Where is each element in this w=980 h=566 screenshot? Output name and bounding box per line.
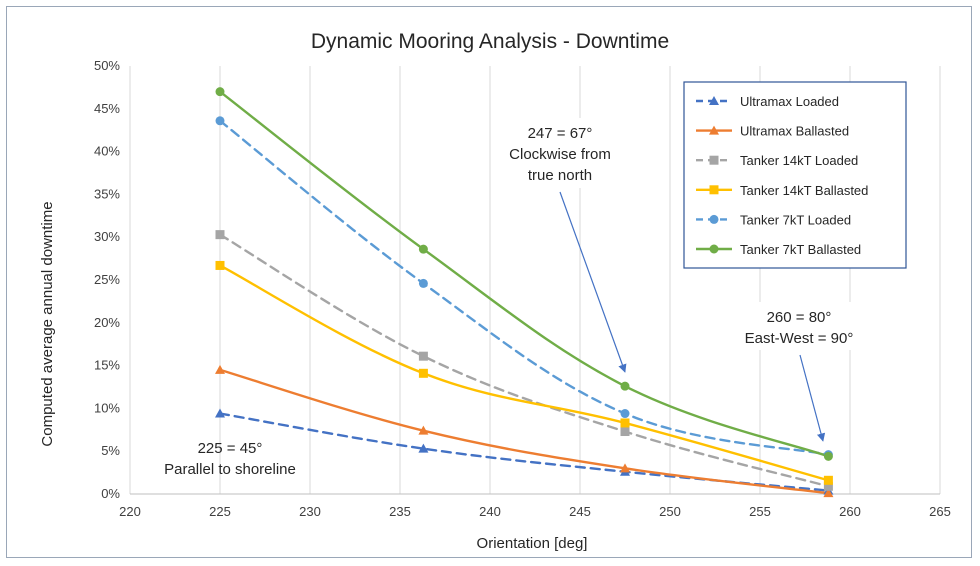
x-tick-label: 220: [119, 504, 141, 519]
data-point: [823, 475, 833, 485]
x-tick-label: 255: [749, 504, 771, 519]
legend-label: Tanker 14kT Ballasted: [740, 183, 868, 198]
y-tick-label: 45%: [94, 101, 120, 116]
annotation-line: Clockwise from: [509, 146, 611, 163]
data-point: [620, 409, 630, 419]
legend-swatch-marker: [709, 185, 719, 195]
annotation-line: 247 = 67°: [528, 125, 593, 142]
annotation-arrow: [559, 191, 627, 373]
x-tick-label: 260: [839, 504, 861, 519]
data-point: [215, 408, 225, 418]
markers: [215, 87, 834, 498]
series-line-4: [218, 119, 830, 456]
series-lines: [218, 90, 830, 495]
data-point: [215, 87, 225, 97]
annotation-line: true north: [528, 167, 592, 184]
series-line-3: [218, 264, 830, 482]
data-point: [823, 488, 834, 498]
x-axis-title: Orientation [deg]: [477, 535, 588, 552]
x-tick-label: 245: [569, 504, 591, 519]
y-axis-title: Computed average annual downtime: [39, 201, 56, 446]
y-tick-label: 40%: [94, 144, 120, 159]
y-tick-label: 0%: [101, 486, 120, 501]
y-tick-label: 30%: [94, 229, 120, 244]
legend-label: Ultramax Loaded: [740, 94, 839, 109]
x-tick-label: 235: [389, 504, 411, 519]
legend-label: Tanker 14kT Loaded: [740, 153, 858, 168]
y-tick-label: 20%: [94, 315, 120, 330]
x-tick-label: 240: [479, 504, 501, 519]
x-tick-label: 250: [659, 504, 681, 519]
annotation-arrow: [799, 354, 826, 442]
x-tick-label: 230: [299, 504, 321, 519]
annotation-line: 225 = 45°: [198, 440, 263, 457]
x-tick-label: 265: [929, 504, 951, 519]
axes: 220 225 230 235 240 245 250 255 260 265 0% 5% 10% 15%…: [94, 58, 951, 519]
data-point: [215, 230, 225, 240]
data-point: [620, 463, 630, 473]
series-line-5: [218, 90, 830, 458]
y-tick-label: 10%: [94, 400, 120, 415]
data-point: [418, 425, 429, 435]
data-point: [620, 427, 630, 437]
legend-label: Tanker 7kT Ballasted: [740, 242, 861, 257]
data-point: [418, 443, 429, 453]
annotation-background: [495, 118, 627, 188]
data-point: [418, 351, 428, 361]
annotation-line: Parallel to shoreline: [164, 461, 296, 478]
data-point: [823, 451, 833, 461]
y-tick-label: 50%: [94, 58, 120, 73]
legend-swatch-marker: [709, 244, 719, 254]
annotation-line: 260 = 80°: [767, 309, 832, 326]
data-point: [418, 244, 428, 254]
legend-swatch-marker: [709, 214, 719, 224]
annotations: 247 = 67° Clockwise from true north 260 = 8…: [164, 118, 877, 478]
y-tick-label: 35%: [94, 186, 120, 201]
legend-box: [683, 81, 907, 269]
data-point: [620, 418, 630, 428]
series-line-1: [218, 368, 830, 495]
chart-title: Dynamic Mooring Analysis - Downtime: [311, 30, 669, 53]
data-point: [418, 278, 428, 288]
series-line-2: [218, 233, 830, 488]
x-tick-label: 225: [209, 504, 231, 519]
y-tick-label: 5%: [101, 443, 120, 458]
y-tick-label: 25%: [94, 272, 120, 287]
legend-swatch-marker: [709, 125, 719, 135]
legend-label: Ultramax Ballasted: [740, 124, 849, 139]
legend-swatch-marker: [709, 96, 719, 105]
data-point: [215, 116, 225, 126]
data-point: [620, 381, 630, 391]
data-point: [823, 481, 833, 491]
legend: Ultramax Loaded Ultramax Ballasted Tanker …: [683, 81, 907, 269]
data-point: [215, 364, 225, 374]
y-tick-label: 15%: [94, 358, 120, 373]
data-point: [215, 260, 225, 270]
data-point: [418, 368, 428, 378]
annotation-background: [722, 302, 877, 350]
legend-label: Tanker 7kT Loaded: [740, 212, 851, 227]
legend-swatch-marker: [709, 155, 719, 165]
annotation-line: East-West = 90°: [745, 330, 854, 347]
